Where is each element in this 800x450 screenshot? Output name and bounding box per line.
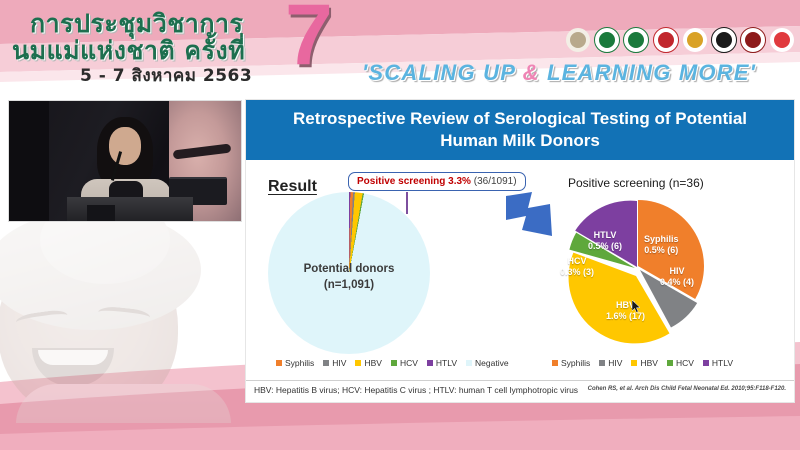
slice-label-hbv: HBV 1.6% (17) (606, 300, 645, 323)
legend-positive-screening: Syphilis HIV HBV HCV HTLV (552, 358, 733, 368)
logo-dark-red (740, 27, 767, 53)
positive-screening-callout: Positive screening 3.3% (36/1091) (348, 172, 526, 191)
potential-donors-pie: Potential donors (n=1,091) (268, 192, 430, 354)
legend2-label-hiv: HIV (608, 358, 623, 368)
tagline-part-1: 'SCALING UP (362, 60, 523, 85)
legend2-label-hcv: HCV (675, 358, 694, 368)
podium-plate (87, 205, 115, 221)
tagline-part-2: LEARNING MORE' (539, 60, 757, 85)
legend-label-hiv: HIV (332, 358, 347, 368)
slide-footnote-bar: HBV: Hepatitis B virus; HCV: Hepatitis C… (246, 380, 794, 402)
logo-thaihealth-sss (769, 28, 794, 52)
legend-item-hbv: HBV (355, 358, 382, 368)
legend-item-hiv: HIV (323, 358, 346, 368)
conference-title-line1: การประชุมวิชาการ (30, 9, 244, 38)
legend2-item-htlv: HTLV (702, 358, 734, 368)
potential-donors-subtitle: (n=1,091) (323, 278, 375, 291)
logo-crown-red (653, 27, 680, 53)
pie-svg (568, 200, 705, 344)
speaker-video-feed[interactable] (8, 100, 242, 222)
logo-royal-emblem (566, 28, 590, 52)
legend2-item-syphilis: Syphilis (552, 358, 590, 368)
positive-screening-pie: Syphilis 0.5% (6) HIV 0.4% (4) HBV 1.6% … (560, 196, 712, 344)
video-left-panel (9, 101, 49, 221)
slice-label-hcv: HCV 0.3% (3) (560, 256, 594, 279)
slice-name-syphilis: Syphilis (644, 234, 679, 244)
abbreviation-footnote: HBV: Hepatitis B virus; HCV: Hepatitis C… (254, 385, 579, 395)
flow-arrow-icon (502, 190, 558, 242)
podium (67, 197, 193, 221)
legend-item-negative: Negative (466, 358, 509, 368)
logo-black-ring (710, 27, 737, 53)
conference-date: 5 - 7 สิงหาคม 2563 (80, 66, 253, 86)
logo-ministry-green-1 (593, 27, 620, 53)
slice-name-hbv: HBV (616, 300, 636, 310)
legend2-item-hcv: HCV (666, 358, 694, 368)
positive-screening-pie-circle (564, 196, 712, 344)
conference-tagline: 'SCALING UP & LEARNING MORE' (362, 60, 756, 86)
legend-label-hbv: HBV (364, 358, 382, 368)
sponsor-logos (566, 24, 794, 56)
slice-value-hcv: 0.3% (3) (560, 267, 595, 278)
right-chart-title: Positive screening (n=36) (568, 176, 704, 190)
slice-name-hcv: HCV (567, 256, 587, 266)
legend-label-hcv: HCV (399, 358, 418, 368)
result-label: Result (268, 178, 317, 195)
legend-item-hcv: HCV (390, 358, 418, 368)
legend-potential-donors: Syphilis HIV HBV HCV HTLV Negative (276, 358, 509, 368)
legend-item-syphilis: Syphilis (276, 358, 314, 368)
callout-main-text: Positive screening 3.3% (357, 176, 471, 187)
slice-value-syphilis: 0.5% (6) (644, 245, 679, 256)
legend-item-htlv: HTLV (426, 358, 458, 368)
legend-label-syphilis: Syphilis (285, 358, 315, 368)
potential-donors-title: Potential donors (303, 263, 395, 275)
slice-value-htlv: 0.5% (6) (588, 241, 623, 252)
legend2-item-hbv: HBV (631, 358, 658, 368)
slice-name-htlv: HTLV (593, 230, 617, 240)
presentation-slide: Retrospective Review of Serological Test… (246, 100, 794, 402)
legend2-label-syphilis: Syphilis (561, 358, 591, 368)
legend-label-negative: Negative (475, 358, 509, 368)
callout-leader-line (406, 192, 408, 214)
conference-title-line2: นมแม่แห่งชาติ ครั้งที่ (12, 36, 246, 65)
child-photo-watermark (0, 208, 244, 423)
potential-donors-pie-circle (268, 192, 430, 354)
tagline-ampersand: & (522, 60, 540, 85)
legend-label-htlv: HTLV (435, 358, 458, 368)
slice-label-hiv: HIV 0.4% (4) (660, 266, 694, 289)
logo-ministry-green-2 (623, 27, 650, 53)
legend2-label-hbv: HBV (640, 358, 658, 368)
mouse-cursor-icon (631, 299, 641, 313)
callout-sub-text: (36/1091) (473, 176, 517, 187)
speaker-face (109, 127, 141, 165)
citation-text: Cohen RS, et al. Arch Dis Child Fetal Ne… (587, 386, 786, 392)
logo-gold-emblem (682, 28, 707, 52)
potential-donors-pie-label: Potential donors (n=1,091) (268, 262, 430, 293)
slice-label-syphilis: Syphilis 0.5% (6) (644, 234, 679, 257)
edition-number: 7 (285, 0, 333, 83)
legend2-item-hiv: HIV (599, 358, 622, 368)
slide-title: Retrospective Review of Serological Test… (246, 100, 794, 160)
slice-value-hbv: 1.6% (17) (606, 311, 646, 322)
slice-name-hiv: HIV (669, 266, 685, 276)
legend2-label-htlv: HTLV (711, 358, 734, 368)
slice-label-htlv: HTLV 0.5% (6) (588, 230, 622, 253)
slice-value-hiv: 0.4% (4) (660, 277, 695, 288)
